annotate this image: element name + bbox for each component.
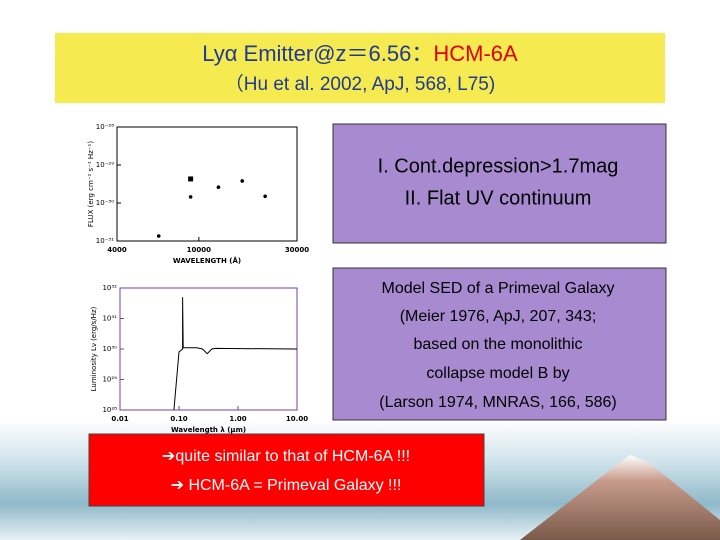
data-point	[188, 176, 194, 182]
box2-line: (Larson 1974, MNRAS, 166, 586)	[379, 394, 616, 411]
x-tick-label: 0.10	[170, 415, 187, 423]
plot: 4000 10000 30000 10⁻³¹ 10⁻³⁰ 10⁻²⁹ 10⁻²⁸ WAVELE…	[87, 123, 309, 265]
box2-line: collapse model B by	[426, 365, 569, 382]
box2-line: based on the monolithic	[414, 336, 583, 353]
axes-frame	[116, 126, 298, 242]
conclusion-box	[88, 433, 485, 507]
box1	[332, 123, 667, 244]
y-tick-label: 10²⁸	[102, 406, 117, 414]
y-tick-label: 10⁻²⁸	[96, 123, 114, 131]
x-axis-label: WAVELENGTH (Å)	[173, 256, 241, 265]
y-tick-label: 10⁻³⁰	[96, 199, 114, 207]
spectrum-line	[173, 297, 298, 411]
x-tick-label: 4000	[107, 246, 127, 254]
box2-line: Model SED of a Primeval Galaxy	[382, 280, 615, 297]
conclusion-line: ➔ HCM-6A = Primeval Galaxy !!!	[171, 477, 402, 494]
data-point	[156, 234, 161, 238]
box2	[332, 267, 667, 421]
title-box	[55, 33, 665, 103]
data-point	[216, 185, 221, 190]
y-tick-label: 10²⁹	[102, 376, 117, 384]
x-tick-label: 10000	[187, 246, 211, 254]
x-tick-label: 30000	[285, 246, 309, 254]
box2-line: (Meier 1976, ApJ, 207, 343;	[400, 308, 597, 325]
citation: （Hu et al. 2002, ApJ, 568, L75)	[225, 73, 495, 95]
y-tick-label: 10³²	[102, 284, 117, 292]
plot: 0.01 0.10 1.00 10.00 10²⁸ 10²⁹ 10³⁰ 10³¹ 10³² Wav…	[90, 284, 308, 434]
y-axis-label: Luminosity Lν (erg/s/Hz)	[90, 306, 98, 391]
data-point	[263, 194, 267, 199]
x-tick-label: 0.01	[111, 415, 128, 423]
mountain	[520, 455, 720, 540]
y-tick-label: 10³¹	[102, 315, 117, 323]
data-point	[188, 195, 193, 199]
x-tick-label: 1.00	[229, 415, 246, 423]
conclusion-line: ➔quite similar to that of HCM-6A !!!	[162, 448, 410, 465]
y-axis-label: FLUX (erg cm⁻² s⁻¹ Hz⁻¹)	[87, 141, 95, 227]
x-axis-label: Wavelength λ (μm)	[171, 426, 246, 434]
title-prefix: Lyα Emitter@z＝6.56：	[202, 41, 433, 66]
data-point	[240, 179, 245, 183]
x-tick-label: 10.00	[286, 415, 308, 423]
y-tick-label: 10⁻²⁹	[96, 161, 114, 169]
box1-line: II. Flat UV continuum	[405, 187, 592, 209]
title-highlight: HCM-6A	[433, 41, 518, 66]
y-tick-label: 10⁻³¹	[96, 237, 114, 245]
y-tick-label: 10³⁰	[102, 345, 117, 353]
title: Lyα Emitter@z＝6.56：HCM-6A	[202, 41, 518, 66]
box1-line: I. Cont.depression>1.7mag	[378, 155, 619, 177]
